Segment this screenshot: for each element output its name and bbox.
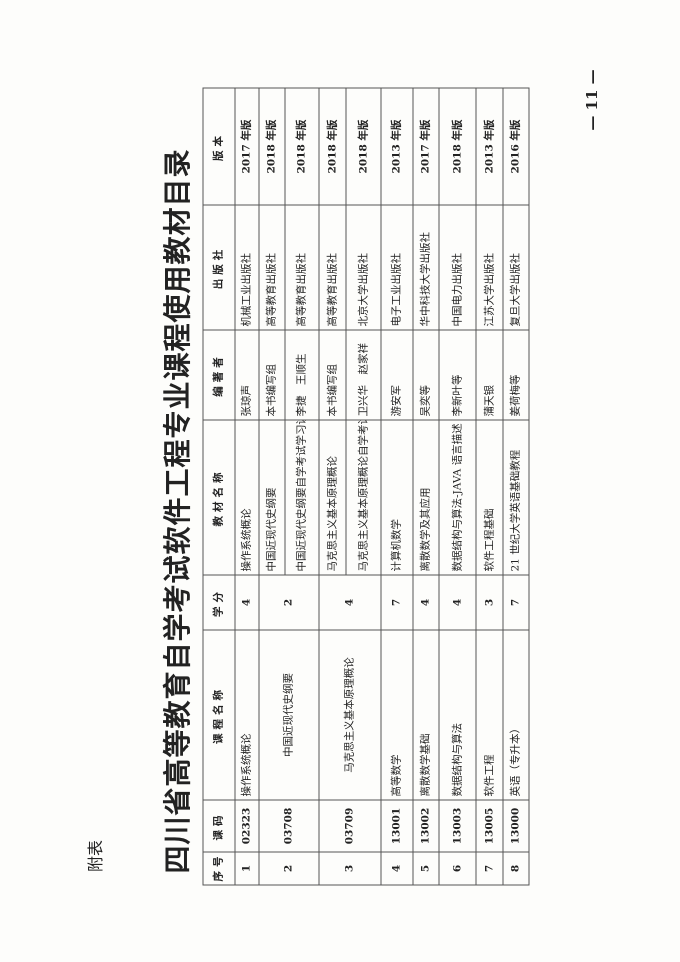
credit-cell: 4 — [438, 574, 476, 630]
author-cell: 李捷 王顺生 — [284, 329, 319, 420]
course-name-cell: 操作系统概论 — [234, 629, 259, 800]
row-number-cell: 5 — [412, 851, 439, 885]
publisher-cell: 机械工业出版社 — [234, 204, 259, 330]
publisher-cell: 高等教育出版社 — [318, 204, 346, 330]
row-number-cell: 7 — [475, 851, 503, 885]
textbook-name-cell: 操作系统概论 — [234, 419, 259, 575]
course-code-cell: 13000 — [502, 799, 529, 852]
publisher-cell: 江苏大学出版社 — [475, 204, 503, 330]
row-number-cell: 2 — [258, 851, 319, 885]
course-name-cell: 软件工程 — [475, 629, 503, 800]
credit-cell: 7 — [380, 574, 413, 630]
course-code-cell: 03709 — [318, 799, 381, 852]
author-cell: 李新叶等 — [438, 329, 476, 420]
course-code-cell: 13002 — [412, 799, 439, 852]
table-row: 5 13002 离散数学基础 4 离散数学及其应用 吴奕等 华中科技大学出版社 2017 年版 — [412, 87, 439, 885]
textbook-name-cell: 21 世纪大学英语基础教程 — [502, 419, 529, 575]
author-cell: 本书编写组 — [258, 329, 285, 420]
author-cell: 本书编写组 — [318, 329, 346, 420]
textbook-table-wrapper: 序号 课码 课程名称 学分 教材名称 编著者 出版社 版本 1 02323 操作系统… — [202, 87, 529, 885]
row-number-cell: 4 — [380, 851, 413, 885]
textbook-name-cell: 马克思主义基本原理概论 — [318, 419, 346, 575]
credit-cell: 4 — [318, 574, 381, 630]
publisher-cell: 电子工业出版社 — [380, 204, 413, 330]
publisher-cell: 中国电力出版社 — [438, 204, 476, 330]
textbook-name-cell: 离散数学及其应用 — [412, 419, 439, 575]
document-title: 四川省高等教育自学考试软件工程专业课程使用教材目录 — [161, 148, 194, 874]
author-cell: 游安军 — [380, 329, 413, 420]
edition-cell: 2017 年版 — [234, 87, 259, 205]
publisher-cell: 华中科技大学出版社 — [412, 204, 439, 330]
credit-cell: 3 — [475, 574, 503, 630]
edition-cell: 2017 年版 — [412, 87, 439, 205]
author-cell: 蒲天银 — [475, 329, 503, 420]
credit-cell: 2 — [258, 574, 319, 630]
row-number-cell: 8 — [502, 851, 529, 885]
row-number-cell: 1 — [234, 851, 259, 885]
edition-cell: 2013 年版 — [475, 87, 503, 205]
header-cell: 学分 — [202, 574, 235, 630]
credit-cell: 7 — [502, 574, 529, 630]
course-name-cell: 中国近现代史纲要 — [258, 629, 319, 800]
table-row: 6 13003 数据结构与算法 4 数据结构与算法-JAVA 语言描述 李新叶等 中国电力出… — [438, 87, 476, 885]
table-row: 2 03708 中国近现代史纲要 2 中国近现代史纲要 本书编写组 高等教育出版社 2018 … — [258, 87, 319, 885]
credit-cell: 4 — [234, 574, 259, 630]
header-cell: 编著者 — [202, 329, 235, 420]
edition-cell: 2013 年版 — [380, 87, 413, 205]
table-row: 8 13000 英语（专升本） 7 21 世纪大学英语基础教程 姜荷梅等 复旦大学出版社 20… — [502, 87, 529, 885]
page-number: — 11 — — [583, 69, 601, 131]
appendix-label: 附表 — [86, 839, 105, 872]
table-header-row: 序号 课码 课程名称 学分 教材名称 编著者 出版社 版本 — [202, 87, 235, 885]
header-cell: 教材名称 — [202, 419, 235, 575]
course-name-cell: 英语（专升本） — [502, 629, 529, 800]
textbook-name-cell: 中国近现代史纲要 — [258, 419, 285, 575]
publisher-cell: 高等教育出版社 — [258, 204, 285, 330]
textbook-name-cell: 计算机数学 — [380, 419, 413, 575]
table-row: 4 13001 高等数学 7 计算机数学 游安军 电子工业出版社 2013 年版 — [380, 87, 413, 885]
publisher-cell: 复旦大学出版社 — [502, 204, 529, 330]
edition-cell: 2018 年版 — [438, 87, 476, 205]
header-cell: 出版社 — [202, 204, 235, 330]
author-cell: 吴奕等 — [412, 329, 439, 420]
textbook-name-cell: 数据结构与算法-JAVA 语言描述 — [438, 419, 476, 575]
course-code-cell: 02323 — [234, 799, 259, 852]
publisher-cell: 北京大学出版社 — [345, 204, 381, 330]
edition-cell: 2018 年版 — [345, 87, 381, 205]
header-cell: 版本 — [202, 87, 235, 205]
edition-cell: 2018 年版 — [258, 87, 285, 205]
course-code-cell: 13003 — [438, 799, 476, 852]
header-cell: 序号 — [202, 851, 235, 885]
table-row: 1 02323 操作系统概论 4 操作系统概论 张琼声 机械工业出版社 2017 年版 — [234, 87, 259, 885]
author-cell: 卫兴华 赵家祥 — [345, 329, 381, 420]
course-code-cell: 03708 — [258, 799, 319, 852]
table-row: 3 03709 马克思主义基本原理概论 4 马克思主义基本原理概论 本书编写组 高等教育出版… — [318, 87, 381, 885]
author-cell: 姜荷梅等 — [502, 329, 529, 420]
course-name-cell: 高等数学 — [380, 629, 413, 800]
row-number-cell: 3 — [318, 851, 381, 885]
textbook-name-cell: 马克思主义基本原理概论自学考试学习读本 — [345, 419, 381, 575]
header-cell: 课程名称 — [202, 629, 235, 800]
edition-cell: 2016 年版 — [502, 87, 529, 205]
textbook-table: 序号 课码 课程名称 学分 教材名称 编著者 出版社 版本 1 02323 操作系统… — [202, 87, 529, 885]
row-number-cell: 6 — [438, 851, 476, 885]
course-code-cell: 13005 — [475, 799, 503, 852]
author-cell: 张琼声 — [234, 329, 259, 420]
table-row: 7 13005 软件工程 3 软件工程基础 蒲天银 江苏大学出版社 2013 年版 — [475, 87, 503, 885]
textbook-name-cell: 软件工程基础 — [475, 419, 503, 575]
edition-cell: 2018 年版 — [284, 87, 319, 205]
course-name-cell: 数据结构与算法 — [438, 629, 476, 800]
course-code-cell: 13001 — [380, 799, 413, 852]
course-name-cell: 马克思主义基本原理概论 — [318, 629, 381, 800]
textbook-name-cell: 中国近现代史纲要自学考试学习读本 — [284, 419, 319, 575]
edition-cell: 2018 年版 — [318, 87, 346, 205]
course-name-cell: 离散数学基础 — [412, 629, 439, 800]
credit-cell: 4 — [412, 574, 439, 630]
header-cell: 课码 — [202, 799, 235, 852]
publisher-cell: 高等教育出版社 — [284, 204, 319, 330]
